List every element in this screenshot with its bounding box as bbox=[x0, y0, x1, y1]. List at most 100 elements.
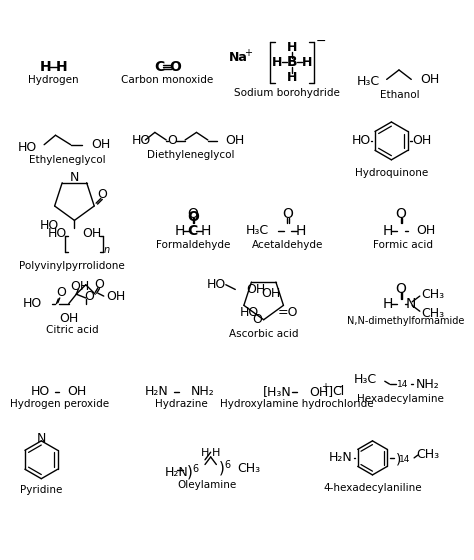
Text: Carbon monoxide: Carbon monoxide bbox=[121, 76, 213, 85]
Text: H: H bbox=[212, 448, 220, 458]
Text: O: O bbox=[167, 134, 177, 147]
Text: OH]: OH] bbox=[309, 385, 333, 398]
Text: OH: OH bbox=[71, 280, 90, 293]
Text: ): ) bbox=[219, 461, 225, 476]
Text: 14: 14 bbox=[399, 455, 410, 464]
Text: OH: OH bbox=[262, 287, 281, 300]
Text: [H₃N: [H₃N bbox=[263, 385, 292, 398]
Text: O: O bbox=[395, 282, 406, 296]
Text: Hydrogen peroxide: Hydrogen peroxide bbox=[10, 399, 109, 409]
Text: HO: HO bbox=[47, 227, 67, 240]
Text: O: O bbox=[252, 313, 262, 326]
Text: OH: OH bbox=[416, 225, 435, 237]
Text: CH₃: CH₃ bbox=[237, 462, 260, 475]
Text: H: H bbox=[174, 224, 185, 238]
Text: H: H bbox=[383, 224, 393, 238]
Text: Hydrazine: Hydrazine bbox=[155, 399, 208, 409]
Text: Hydroxylamine hydrochloride: Hydroxylamine hydrochloride bbox=[220, 399, 374, 409]
Text: C: C bbox=[188, 224, 198, 238]
Text: HO: HO bbox=[240, 306, 259, 319]
Text: Hexadecylamine: Hexadecylamine bbox=[357, 394, 444, 404]
Text: O: O bbox=[94, 278, 104, 291]
Text: Diethyleneglycol: Diethyleneglycol bbox=[147, 150, 235, 160]
Text: O: O bbox=[187, 209, 199, 223]
Text: Cl: Cl bbox=[332, 385, 344, 398]
Text: CH₃: CH₃ bbox=[422, 307, 445, 320]
Text: N,N-dimethylformamide: N,N-dimethylformamide bbox=[347, 316, 464, 326]
Text: O: O bbox=[187, 207, 198, 221]
Text: H₃C: H₃C bbox=[354, 373, 377, 386]
Text: Formaldehyde: Formaldehyde bbox=[155, 240, 230, 250]
Text: =O: =O bbox=[278, 306, 298, 319]
Text: H: H bbox=[40, 60, 52, 74]
Text: 6: 6 bbox=[225, 460, 231, 470]
Text: O: O bbox=[85, 290, 94, 302]
Text: O: O bbox=[169, 60, 181, 74]
Text: HO: HO bbox=[23, 297, 42, 310]
Text: B: B bbox=[287, 55, 297, 69]
Text: Hydrogen: Hydrogen bbox=[28, 76, 79, 85]
Text: CH₃: CH₃ bbox=[416, 447, 439, 461]
Text: Ethanol: Ethanol bbox=[380, 91, 420, 100]
Text: 4-hexadecylaniline: 4-hexadecylaniline bbox=[323, 483, 422, 493]
Text: NH₂: NH₂ bbox=[191, 385, 215, 398]
Text: OH: OH bbox=[82, 227, 101, 240]
Text: H₂N: H₂N bbox=[145, 385, 168, 398]
Text: −: − bbox=[316, 35, 327, 48]
Text: HO: HO bbox=[132, 134, 151, 147]
Text: Acetaldehyde: Acetaldehyde bbox=[252, 240, 323, 250]
Text: NH₂: NH₂ bbox=[416, 377, 440, 390]
Text: H: H bbox=[302, 56, 312, 69]
Text: H: H bbox=[383, 297, 393, 311]
Text: H₂N: H₂N bbox=[329, 451, 353, 464]
Text: H: H bbox=[295, 224, 306, 238]
Text: ): ) bbox=[187, 465, 193, 479]
Text: Sodium borohydride: Sodium borohydride bbox=[234, 88, 340, 97]
Text: Na: Na bbox=[228, 51, 247, 64]
Text: 14: 14 bbox=[397, 380, 409, 389]
Text: H₂N: H₂N bbox=[164, 465, 188, 479]
Text: H: H bbox=[201, 224, 211, 238]
Text: O: O bbox=[97, 188, 107, 201]
Text: ): ) bbox=[396, 453, 401, 467]
Text: HO: HO bbox=[207, 278, 226, 291]
Text: Hydroquinone: Hydroquinone bbox=[355, 168, 428, 178]
Text: −: − bbox=[335, 382, 344, 392]
Text: HO: HO bbox=[30, 385, 50, 398]
Text: Pyridine: Pyridine bbox=[20, 485, 63, 495]
Text: N: N bbox=[36, 432, 46, 445]
Text: Ethyleneglycol: Ethyleneglycol bbox=[29, 155, 106, 165]
Text: O: O bbox=[56, 286, 66, 299]
Text: H: H bbox=[287, 41, 297, 54]
Text: HO: HO bbox=[351, 134, 371, 147]
Text: H: H bbox=[201, 448, 209, 458]
Text: H₃C: H₃C bbox=[245, 225, 268, 237]
Text: H: H bbox=[287, 71, 297, 84]
Text: H: H bbox=[272, 56, 282, 69]
Text: +: + bbox=[244, 48, 252, 58]
Text: HO: HO bbox=[18, 141, 36, 154]
Text: Ascorbic acid: Ascorbic acid bbox=[229, 329, 299, 339]
Text: OH: OH bbox=[225, 134, 244, 147]
Text: Formic acid: Formic acid bbox=[373, 240, 433, 250]
Text: O: O bbox=[282, 207, 293, 221]
Text: OH: OH bbox=[91, 138, 111, 151]
Text: O: O bbox=[395, 207, 406, 221]
Text: OH: OH bbox=[59, 312, 78, 325]
Text: N: N bbox=[405, 297, 416, 311]
Text: H₃C: H₃C bbox=[357, 75, 380, 88]
Text: Oleylamine: Oleylamine bbox=[177, 480, 237, 491]
Text: H: H bbox=[55, 60, 67, 74]
Text: +: + bbox=[321, 382, 329, 392]
Text: Polyvinylpyrrolidone: Polyvinylpyrrolidone bbox=[18, 261, 125, 271]
Text: CH₃: CH₃ bbox=[422, 288, 445, 301]
Text: Citric acid: Citric acid bbox=[46, 325, 99, 335]
Text: HO: HO bbox=[40, 218, 59, 232]
Text: OH: OH bbox=[67, 385, 86, 398]
Text: n: n bbox=[103, 245, 109, 255]
Text: OH: OH bbox=[246, 283, 266, 296]
Text: C: C bbox=[155, 60, 164, 74]
Text: N: N bbox=[70, 171, 79, 184]
Text: 6: 6 bbox=[192, 464, 199, 474]
Text: OH: OH bbox=[421, 73, 440, 86]
